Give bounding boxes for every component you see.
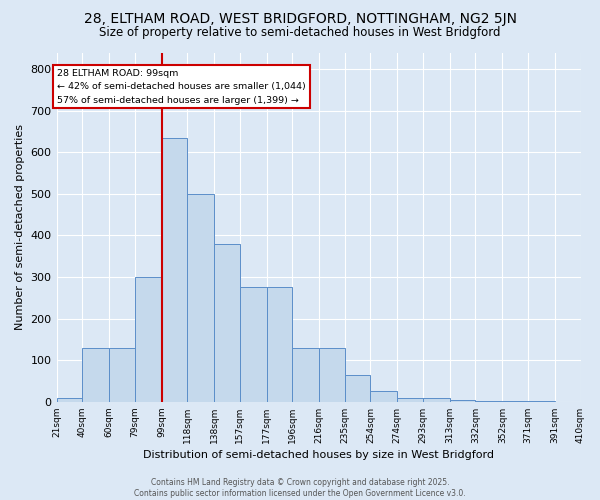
Bar <box>397 398 423 402</box>
Bar <box>450 400 475 402</box>
Bar <box>109 348 134 402</box>
Bar <box>214 244 240 402</box>
Bar <box>319 348 345 402</box>
X-axis label: Distribution of semi-detached houses by size in West Bridgford: Distribution of semi-detached houses by … <box>143 450 494 460</box>
Bar <box>134 277 161 402</box>
Text: 28, ELTHAM ROAD, WEST BRIDGFORD, NOTTINGHAM, NG2 5JN: 28, ELTHAM ROAD, WEST BRIDGFORD, NOTTING… <box>83 12 517 26</box>
Text: Size of property relative to semi-detached houses in West Bridgford: Size of property relative to semi-detach… <box>99 26 501 39</box>
Bar <box>370 392 397 402</box>
Bar <box>502 401 528 402</box>
Bar <box>292 348 319 402</box>
Bar <box>240 288 266 402</box>
Bar <box>423 398 450 402</box>
Text: 28 ELTHAM ROAD: 99sqm
← 42% of semi-detached houses are smaller (1,044)
57% of s: 28 ELTHAM ROAD: 99sqm ← 42% of semi-deta… <box>57 69 306 104</box>
Text: Contains HM Land Registry data © Crown copyright and database right 2025.
Contai: Contains HM Land Registry data © Crown c… <box>134 478 466 498</box>
Bar <box>82 348 109 402</box>
Bar <box>266 288 292 402</box>
Bar <box>475 401 502 402</box>
Bar <box>161 138 187 402</box>
Y-axis label: Number of semi-detached properties: Number of semi-detached properties <box>15 124 25 330</box>
Bar <box>56 398 82 402</box>
Bar <box>345 375 370 402</box>
Bar <box>187 194 214 402</box>
